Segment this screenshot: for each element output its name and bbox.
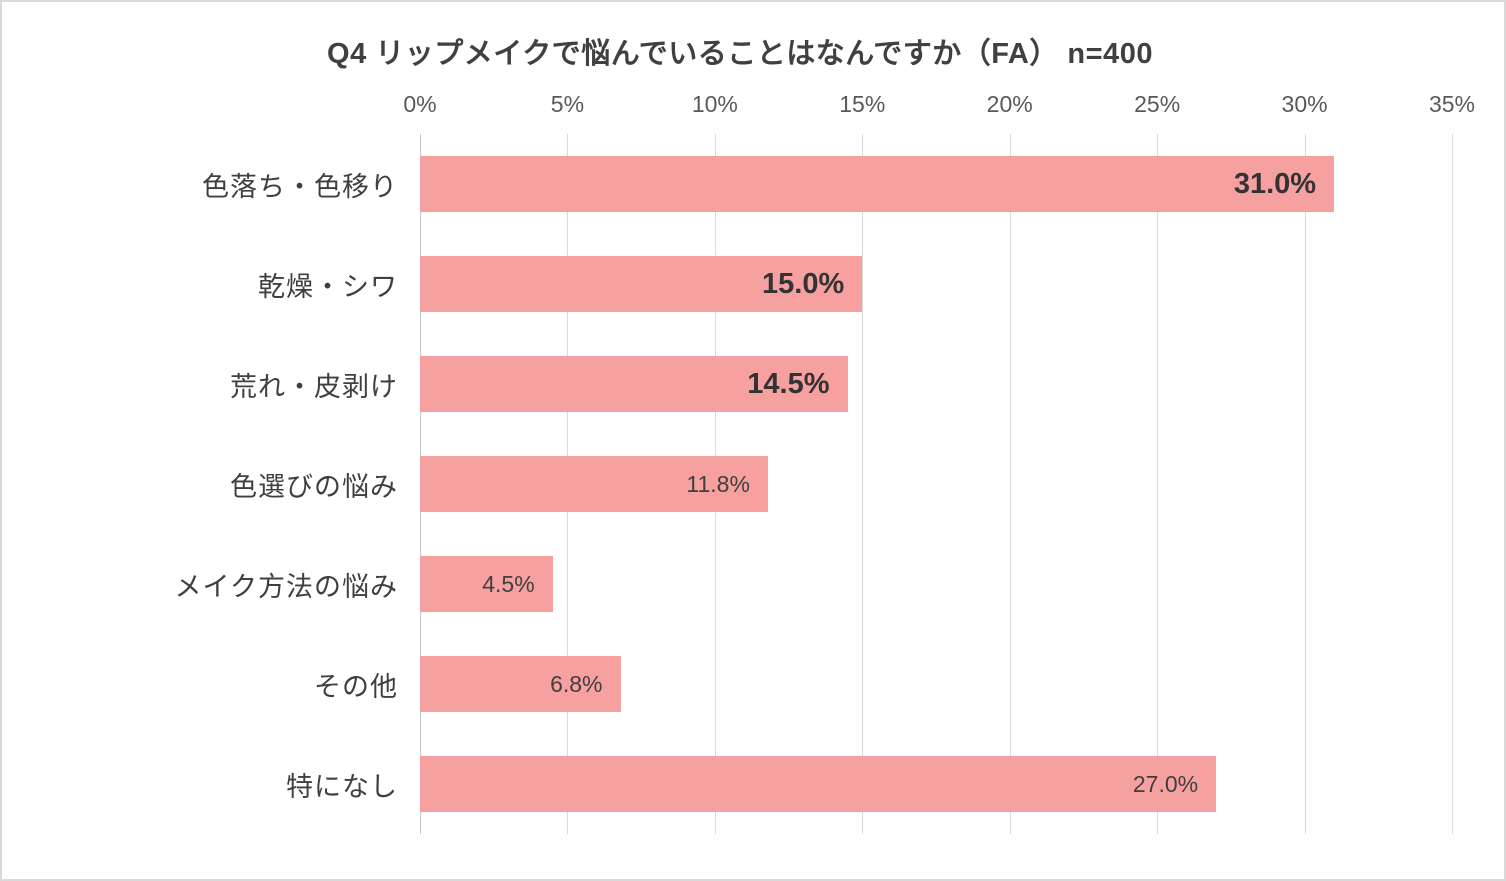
x-tick-label: 15% [839,91,886,117]
bar: 31.0% [420,156,1335,212]
category-label: 特になし [286,771,398,802]
bar: 4.5% [420,556,553,612]
category-label: 色選びの悩み [230,471,398,502]
bar-row: 6.8% [420,634,1452,734]
bar-row: 11.8% [420,434,1452,534]
bar: 15.0% [420,256,863,312]
category-label: その他 [314,671,398,702]
gridline [1009,134,1011,834]
x-tick-label: 10% [691,91,738,117]
plot-area: 色落ち・色移り 乾燥・シワ 荒れ・皮剥け 色選びの悩み メイク方法の悩み その他 特になし … [28,134,1453,834]
bar-value-label: 15.0% [762,267,845,300]
x-axis: 0% 5% 10% 15% 20% 25% 30% 35% [403,82,1475,134]
bar: 11.8% [420,456,768,512]
bar: 14.5% [420,356,848,412]
bar-value-label: 6.8% [550,670,603,697]
bar-row: 15.0% [420,234,1452,334]
x-tick-label: 5% [550,91,585,117]
bar-value-label: 27.0% [1132,770,1199,797]
gridline [1304,134,1306,834]
x-tick-label: 30% [1281,91,1328,117]
category-label: 乾燥・シワ [258,271,398,302]
bars-area: 31.0% 15.0% 14.5% 11.8% 4.5% 6.8% 27.0% [420,134,1453,834]
category-label: 荒れ・皮剥け [230,371,398,402]
gridline [1157,134,1159,834]
gridline [862,134,864,834]
bar-rows: 31.0% 15.0% 14.5% 11.8% 4.5% 6.8% 27.0% [420,134,1452,834]
x-tick-label: 25% [1134,91,1181,117]
bar-value-label: 11.8% [686,470,750,497]
category-label: メイク方法の悩み [174,571,398,602]
gridline [1452,134,1453,834]
bar-row: 14.5% [420,334,1452,434]
bar-row: 27.0% [420,734,1452,834]
category-label: 色落ち・色移り [202,171,398,202]
chart-title: Q4 リップメイクで悩んでいることはなんですか（FA） n=400 [327,38,1153,70]
x-tick-label: 20% [986,91,1033,117]
x-tick-label: 35% [1428,91,1476,117]
bar-row: 4.5% [420,534,1452,634]
bar-row: 31.0% [420,134,1452,234]
bar: 6.8% [420,656,621,712]
bar: 27.0% [420,756,1217,812]
x-tick-label: 0% [403,91,437,117]
category-axis: 色落ち・色移り乾燥・シワ荒れ・皮剥け 色選びの悩みメイク方法の悩みその他特になし [28,134,420,834]
bar-value-label: 31.0% [1233,167,1317,200]
bar-value-label: 4.5% [482,570,535,597]
bar-value-label: 14.5% [747,367,830,400]
